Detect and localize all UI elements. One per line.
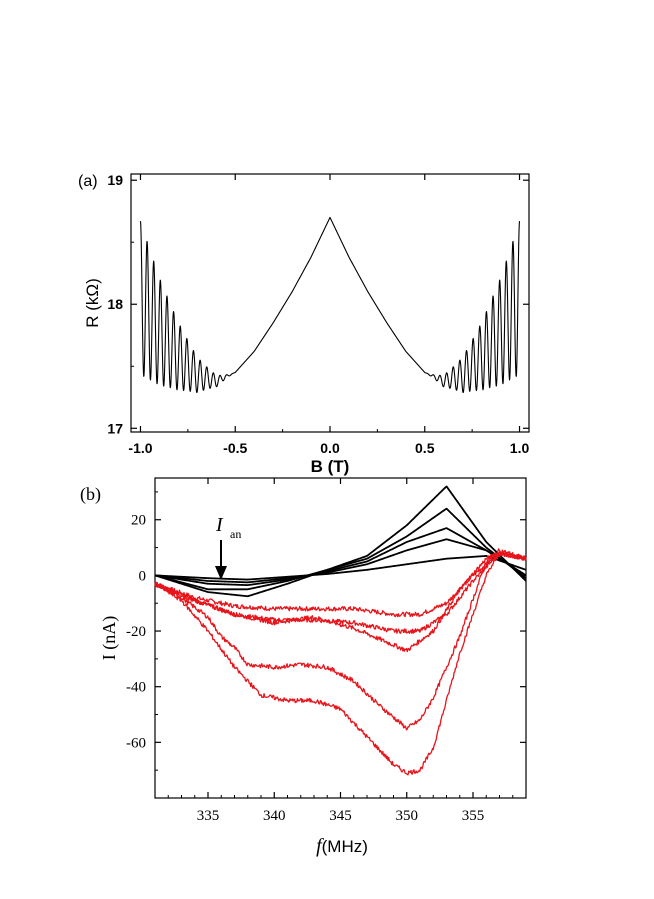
x-axis-label-italic: f [316,835,324,857]
annotation-main: I [215,514,224,536]
panel-b-ticks: 335 340 345 350 355 20 0 -20 -40 -60 [126,478,527,824]
panel-b-x-tick-label: 335 [197,808,220,824]
red-series-line-6 [154,551,527,634]
x-axis-label-unit: (MHz) [322,837,368,856]
panel-b-frame [154,477,527,799]
panel-b-y-tick-label: 20 [131,513,146,529]
panel-a-x-tick-label: 1.0 [510,440,530,456]
panel-a-x-tick-label: -1.0 [128,440,152,456]
panel-b-x-tick-label: 340 [263,808,286,824]
panel-a-series-line-0 [139,216,521,394]
red-series-line-8 [154,548,527,731]
panel-a-y-axis-label: R (kΩ) [83,278,102,328]
panel-a-y-tick-label: 17 [107,420,123,436]
black-series-line-4 [154,485,527,598]
panel-b-series [154,485,527,776]
panel-a-series [139,216,521,394]
panel-a-y-tick-label: 19 [107,172,123,188]
black-series-line-0 [154,555,527,581]
panel-b-label: (b) [80,484,101,505]
panel-b-y-tick-label: -40 [126,680,146,696]
panel-b-y-axis-label: I (nA) [99,616,120,660]
panel-b-x-tick-label: 355 [462,808,485,824]
panel-b-x-axis-label: f(MHz) [316,835,368,857]
panel-a: (a) -1.0 -0.5 0.0 0.5 1.0 17 18 19 B (T) R (kΩ) [78,172,530,476]
panel-a-x-tick-label: 0.0 [320,440,340,456]
panel-b-y-tick-label: 0 [139,568,147,584]
panel-a-x-tick-label: 0.5 [415,440,435,456]
panel-a-x-axis-label: B (T) [311,457,350,476]
panel-b-y-tick-label: -20 [126,624,146,640]
red-series-line-9 [154,550,527,776]
panel-a-frame [130,173,530,433]
panel-a-x-tick-label: -0.5 [223,440,247,456]
annotation-arrow-head [215,566,227,580]
annotation-subscript: an [230,527,241,541]
panel-b-x-tick-label: 350 [396,808,419,824]
black-series-line-2 [154,527,527,587]
current-annotation: I an [215,514,241,580]
panel-b-y-tick-label: -60 [126,735,146,751]
panel-b: (b) 335 340 345 350 355 20 0 -20 -40 -60 I an f(M… [80,477,527,857]
black-series-line-1 [154,538,527,584]
panel-a-label: (a) [78,173,98,190]
red-series-line-7 [154,551,527,653]
panel-b-x-tick-label: 345 [329,808,352,824]
panel-a-ticks: -1.0 -0.5 0.0 0.5 1.0 17 18 19 [107,172,529,456]
panel-a-y-tick-label: 18 [107,296,123,312]
